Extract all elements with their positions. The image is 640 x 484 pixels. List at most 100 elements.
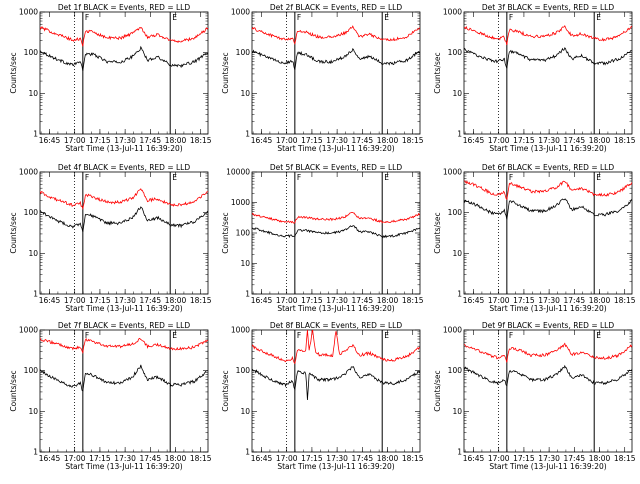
x-tick-label: 17:45 xyxy=(140,296,162,305)
y-tick-label: 1000 xyxy=(443,168,462,177)
y-tick-label: 1000 xyxy=(231,8,250,17)
x-tick-label: 17:30 xyxy=(114,136,136,145)
plot-frame xyxy=(463,11,633,135)
x-tick-label: 17:15 xyxy=(301,136,323,145)
plot-frame xyxy=(39,171,209,295)
y-axis-label: Counts/sec xyxy=(9,52,18,93)
x-axis-label: Start Time (13-Jul-11 16:39:20) xyxy=(277,462,394,471)
x-tick-label: 17:30 xyxy=(326,296,348,305)
x-tick-label: 17:45 xyxy=(140,136,162,145)
x-tick-label: 16:45 xyxy=(251,136,273,145)
y-tick-label: 100 xyxy=(24,208,39,217)
x-axis-label: Start Time (13-Jul-11 16:39:20) xyxy=(489,144,606,153)
y-tick-label: 1000 xyxy=(231,326,250,335)
x-tick-label: 17:45 xyxy=(352,454,374,463)
plot-frame xyxy=(463,329,633,453)
e-marker-label: E xyxy=(596,173,601,182)
chart-panel-2: Det 2f BLACK = Events, RED = LLD 1 10 100 10… xyxy=(221,3,424,153)
x-tick-label: 17:30 xyxy=(538,296,560,305)
y-axis-label: Counts/sec xyxy=(433,52,442,93)
x-axis-label: Start Time (13-Jul-11 16:39:20) xyxy=(489,462,606,471)
chart-title: Det 1f BLACK = Events, RED = LLD xyxy=(58,3,191,12)
y-tick-label: 1000 xyxy=(443,8,462,17)
e-marker-label: E xyxy=(384,13,389,22)
y-axis-label: Counts/sec xyxy=(221,52,230,93)
y-tick-label: 100 xyxy=(236,366,251,375)
chart-title: Det 3f BLACK = Events, RED = LLD xyxy=(482,3,615,12)
lld-series-line xyxy=(464,24,632,46)
plot-frame xyxy=(39,11,209,135)
x-tick-label: 17:45 xyxy=(564,454,586,463)
x-tick-label: 18:00 xyxy=(589,136,611,145)
e-marker-label: E xyxy=(172,13,177,22)
x-axis-label: Start Time (13-Jul-11 16:39:20) xyxy=(65,304,182,313)
x-tick-label: 17:00 xyxy=(276,296,298,305)
x-tick-label: 18:15 xyxy=(402,454,424,463)
x-tick-label: 18:00 xyxy=(377,136,399,145)
x-tick-label: 18:00 xyxy=(165,454,187,463)
x-tick-label: 17:45 xyxy=(564,296,586,305)
y-tick-label: 1 xyxy=(245,130,250,139)
x-tick-label: 16:45 xyxy=(39,454,61,463)
y-tick-label: 1 xyxy=(33,130,38,139)
y-tick-label: 1000 xyxy=(443,326,462,335)
y-tick-label: 10 xyxy=(240,407,250,416)
x-tick-label: 18:00 xyxy=(377,454,399,463)
chart-panel-3: Det 3f BLACK = Events, RED = LLD 1 10 100 10… xyxy=(433,3,636,153)
x-tick-label: 18:15 xyxy=(190,454,212,463)
y-tick-label: 10 xyxy=(452,249,462,258)
f-marker-label: F xyxy=(297,13,301,22)
y-tick-label: 1 xyxy=(245,290,250,299)
x-axis-label: Start Time (13-Jul-11 16:39:20) xyxy=(65,462,182,471)
x-axis-label: Start Time (13-Jul-11 16:39:20) xyxy=(277,304,394,313)
f-marker-label: F xyxy=(297,173,301,182)
y-axis-label: Counts/sec xyxy=(433,212,442,253)
x-tick-label: 18:00 xyxy=(377,296,399,305)
x-tick-label: 16:45 xyxy=(463,296,485,305)
x-tick-label: 17:00 xyxy=(276,136,298,145)
x-tick-label: 18:00 xyxy=(589,296,611,305)
x-tick-label: 17:45 xyxy=(564,136,586,145)
x-tick-label: 17:15 xyxy=(301,296,323,305)
y-axis-label: Counts/sec xyxy=(221,212,230,253)
x-tick-label: 17:00 xyxy=(276,454,298,463)
plot-frame xyxy=(251,329,421,453)
events-series-line xyxy=(252,225,420,239)
y-tick-label: 10 xyxy=(452,407,462,416)
f-marker-label: F xyxy=(85,331,89,340)
chart-panel-5: Det 5f BLACK = Events, RED = LLD 1 10 100 10… xyxy=(221,163,424,313)
y-tick-label: 10 xyxy=(240,89,250,98)
x-tick-label: 16:45 xyxy=(39,136,61,145)
plot-frame xyxy=(463,171,633,295)
x-tick-label: 17:00 xyxy=(64,454,86,463)
x-tick-label: 17:00 xyxy=(64,296,86,305)
events-series-line xyxy=(252,47,420,70)
lld-series-line xyxy=(40,188,208,210)
events-series-line xyxy=(464,198,632,220)
x-tick-label: 18:15 xyxy=(614,454,636,463)
chart-panel-8: Det 8f BLACK = Events, RED = LLD 1 10 100 10… xyxy=(221,321,424,471)
y-tick-label: 1000 xyxy=(19,8,38,17)
y-tick-label: 1 xyxy=(33,290,38,299)
f-marker-label: F xyxy=(297,331,301,340)
x-tick-label: 17:00 xyxy=(488,454,510,463)
chart-title: Det 8f BLACK = Events, RED = LLD xyxy=(270,321,403,330)
lld-series-line xyxy=(252,25,420,45)
lld-series-line xyxy=(252,330,420,365)
e-marker-label: E xyxy=(172,331,177,340)
lld-series-line xyxy=(464,342,632,363)
x-tick-label: 17:00 xyxy=(488,136,510,145)
x-tick-label: 16:45 xyxy=(251,454,273,463)
chart-title: Det 9f BLACK = Events, RED = LLD xyxy=(482,321,615,330)
e-marker-label: E xyxy=(596,13,601,22)
e-marker-label: E xyxy=(384,331,389,340)
x-tick-label: 17:45 xyxy=(352,136,374,145)
lld-series-line xyxy=(40,26,208,47)
events-series-line xyxy=(40,45,208,71)
x-tick-label: 17:30 xyxy=(326,136,348,145)
y-tick-label: 10000 xyxy=(226,168,250,177)
y-tick-label: 1 xyxy=(457,130,462,139)
x-tick-label: 17:30 xyxy=(538,136,560,145)
e-marker-label: E xyxy=(172,173,177,182)
